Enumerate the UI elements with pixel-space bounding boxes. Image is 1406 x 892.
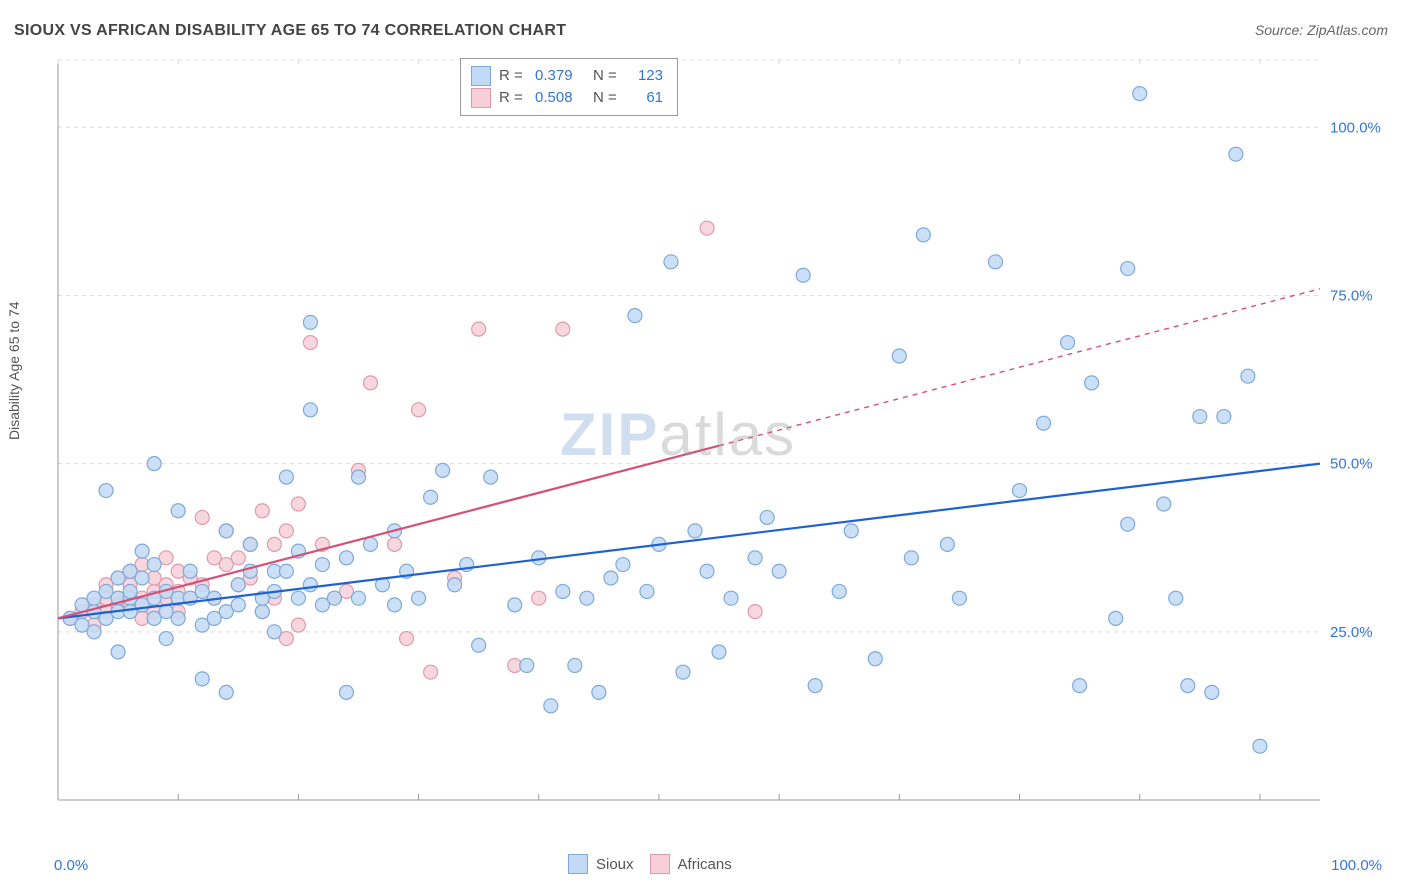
svg-text:100.0%: 100.0% <box>1330 119 1381 136</box>
source-attribution: Source: ZipAtlas.com <box>1255 22 1388 38</box>
legend-row-africans: R = 0.508 N = 61 <box>471 87 663 109</box>
legend-item-sioux: Sioux <box>568 854 634 874</box>
scatter-chart: 25.0% 50.0% 75.0% 100.0% <box>50 50 1390 840</box>
swatch-sioux <box>568 854 588 874</box>
x-axis-min-label: 0.0% <box>54 857 88 874</box>
x-axis-max-label: 100.0% <box>1331 857 1382 874</box>
swatch-africans <box>650 854 670 874</box>
svg-text:75.0%: 75.0% <box>1330 287 1373 304</box>
legend-item-africans: Africans <box>650 854 732 874</box>
chart-title: SIOUX VS AFRICAN DISABILITY AGE 65 TO 74… <box>14 22 566 40</box>
correlation-legend: R = 0.379 N = 123 R = 0.508 N = 61 <box>460 58 678 116</box>
swatch-africans <box>471 88 491 108</box>
y-axis-label: Disability Age 65 to 74 <box>6 301 22 440</box>
svg-text:50.0%: 50.0% <box>1330 456 1373 473</box>
svg-text:25.0%: 25.0% <box>1330 624 1373 641</box>
series-legend: Sioux Africans <box>568 854 732 874</box>
chart-container: SIOUX VS AFRICAN DISABILITY AGE 65 TO 74… <box>0 0 1406 892</box>
legend-row-sioux: R = 0.379 N = 123 <box>471 65 663 87</box>
swatch-sioux <box>471 66 491 86</box>
